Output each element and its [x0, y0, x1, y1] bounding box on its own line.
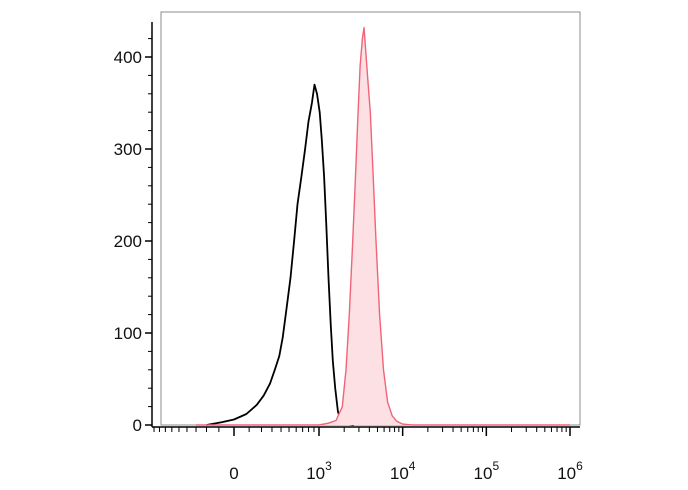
x-tick-label: 0	[229, 464, 238, 483]
series-layer	[196, 26, 570, 426]
y-axis: 0 100 200 300 400	[114, 22, 153, 435]
x-tick-exponent: 5	[492, 459, 499, 473]
x-tick-exponent: 4	[409, 459, 416, 473]
x-tick-label: 106	[557, 459, 583, 483]
x-tick-exponent: 6	[576, 459, 583, 473]
y-tick-label: 300	[114, 140, 142, 159]
y-tick-label: 200	[114, 232, 142, 251]
series-1-line	[196, 26, 570, 426]
y-tick-label: 100	[114, 324, 142, 343]
y-tick-label: 0	[133, 416, 142, 435]
x-tick-exponent: 3	[325, 459, 332, 473]
x-tick-label: 105	[474, 459, 500, 483]
x-axis: 0 103 104 105 106	[152, 426, 583, 483]
series-0-line	[206, 83, 354, 426]
y-tick-label: 400	[114, 48, 142, 67]
x-tick-label: 104	[390, 459, 416, 483]
x-tick-label: 103	[306, 459, 332, 483]
